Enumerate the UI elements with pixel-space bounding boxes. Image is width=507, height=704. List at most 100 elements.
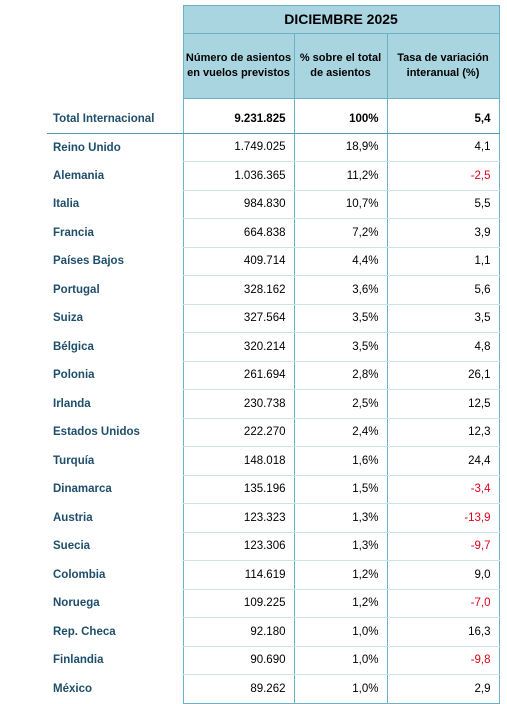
change-value: 24,4: [386, 446, 500, 476]
total-seats: 9.231.825: [182, 104, 295, 134]
country-name: Rep. Checa: [53, 625, 116, 638]
country-name: Irlanda: [53, 397, 91, 410]
seats-value: 327.564: [182, 304, 295, 333]
share-value: 1,5%: [293, 475, 388, 504]
share-value: 10,7%: [293, 190, 388, 219]
total-change: 5,4: [386, 104, 500, 134]
table-row: Turquía 148.018 1,6% 24,4: [47, 446, 500, 476]
table-row: Dinamarca 135.196 1,5% -3,4: [47, 475, 500, 504]
country-name: Finlandia: [53, 654, 104, 667]
share-value: 2,5%: [293, 389, 388, 419]
table-row: Suecia 123.306 1,3% -9,7: [47, 532, 500, 561]
country-name: Alemania: [53, 169, 105, 182]
change-value: 9,0: [386, 560, 500, 590]
total-share: 100%: [293, 104, 388, 134]
share-value: 1,2%: [293, 560, 388, 590]
change-value: -9,8: [386, 646, 500, 675]
table-row: Rep. Checa 92.180 1,0% 16,3: [47, 617, 500, 647]
seats-value: 984.830: [182, 190, 295, 219]
share-value: 3,6%: [293, 275, 388, 305]
change-value: 4,1: [386, 133, 500, 162]
country-name: Suiza: [53, 312, 84, 325]
country-name: Bélgica: [53, 340, 94, 353]
share-value: 1,0%: [293, 674, 388, 704]
country-name: Francia: [53, 226, 94, 239]
table-row: Reino Unido 1.749.025 18,9% 4,1: [47, 133, 500, 162]
change-value: 5,5: [386, 190, 500, 219]
seats-value: 664.838: [182, 218, 295, 248]
seats-value: 261.694: [182, 361, 295, 390]
share-value: 1,3%: [293, 503, 388, 533]
seats-value: 89.262: [182, 674, 295, 704]
country-name: Austria: [53, 511, 93, 524]
document-page: DICIEMBRE 2025 Número de asientos en vue…: [47, 5, 500, 704]
column-header-row: Número de asientos en vuelos previstos %…: [47, 32, 500, 99]
seats-value: 1.036.365: [182, 161, 295, 191]
seats-value: 90.690: [182, 646, 295, 675]
column-header-change: Tasa de variación interanual (%): [386, 32, 500, 99]
seats-value: 109.225: [182, 589, 295, 618]
share-value: 2,4%: [293, 418, 388, 447]
seats-value: 230.738: [182, 389, 295, 419]
change-value: -2,5: [386, 161, 500, 191]
seats-value: 222.270: [182, 418, 295, 447]
change-value: 5,6: [386, 275, 500, 305]
change-value: -13,9: [386, 503, 500, 533]
seats-value: 135.196: [182, 475, 295, 504]
change-value: 12,5: [386, 389, 500, 419]
country-name: Países Bajos: [53, 255, 124, 268]
country-name: Italia: [53, 198, 80, 211]
change-value: 3,5: [386, 304, 500, 333]
table-row: Bélgica 320.214 3,5% 4,8: [47, 332, 500, 362]
change-value: -9,7: [386, 532, 500, 561]
seats-by-country-table: DICIEMBRE 2025 Número de asientos en vue…: [47, 5, 500, 704]
share-value: 4,4%: [293, 247, 388, 276]
table-row: Estados Unidos 222.270 2,4% 12,3: [47, 418, 500, 447]
seats-value: 328.162: [182, 275, 295, 305]
change-value: 4,8: [386, 332, 500, 362]
share-value: 3,5%: [293, 304, 388, 333]
country-name: México: [53, 682, 92, 695]
country-name: Noruega: [53, 597, 100, 610]
seats-value: 114.619: [182, 560, 295, 590]
seats-value: 320.214: [182, 332, 295, 362]
country-name: Portugal: [53, 283, 100, 296]
share-value: 1,3%: [293, 532, 388, 561]
country-name: Suecia: [53, 540, 91, 553]
share-value: 7,2%: [293, 218, 388, 248]
table-row: Noruega 109.225 1,2% -7,0: [47, 589, 500, 618]
table-row: Austria 123.323 1,3% -13,9: [47, 503, 500, 533]
change-value: 16,3: [386, 617, 500, 647]
column-header-seats: Número de asientos en vuelos previstos: [182, 32, 295, 99]
column-header-share: % sobre el total de asientos: [293, 32, 388, 99]
table-row: México 89.262 1,0% 2,9: [47, 674, 500, 704]
change-value: -3,4: [386, 475, 500, 504]
period-header: DICIEMBRE 2025: [182, 5, 500, 34]
country-name: Dinamarca: [53, 483, 112, 496]
table-row: Francia 664.838 7,2% 3,9: [47, 218, 500, 248]
seats-value: 148.018: [182, 446, 295, 476]
table-row: Portugal 328.162 3,6% 5,6: [47, 275, 500, 305]
share-value: 1,6%: [293, 446, 388, 476]
seats-value: 123.306: [182, 532, 295, 561]
change-value: -7,0: [386, 589, 500, 618]
table-row: Alemania 1.036.365 11,2% -2,5: [47, 161, 500, 191]
change-value: 1,1: [386, 247, 500, 276]
country-name: Polonia: [53, 369, 95, 382]
table-row: Finlandia 90.690 1,0% -9,8: [47, 646, 500, 675]
change-value: 12,3: [386, 418, 500, 447]
table-row: Italia 984.830 10,7% 5,5: [47, 190, 500, 219]
country-name: Turquía: [53, 454, 95, 467]
seats-value: 1.749.025: [182, 133, 295, 162]
seats-value: 409.714: [182, 247, 295, 276]
period-header-row: DICIEMBRE 2025: [47, 5, 500, 34]
table-row: Polonia 261.694 2,8% 26,1: [47, 361, 500, 390]
share-value: 3,5%: [293, 332, 388, 362]
table-row: Suiza 327.564 3,5% 3,5: [47, 304, 500, 333]
share-value: 1,0%: [293, 617, 388, 647]
table-row: Irlanda 230.738 2,5% 12,5: [47, 389, 500, 419]
total-label: Total Internacional: [47, 104, 183, 134]
share-value: 11,2%: [293, 161, 388, 191]
seats-value: 92.180: [182, 617, 295, 647]
country-name: Estados Unidos: [53, 426, 140, 439]
